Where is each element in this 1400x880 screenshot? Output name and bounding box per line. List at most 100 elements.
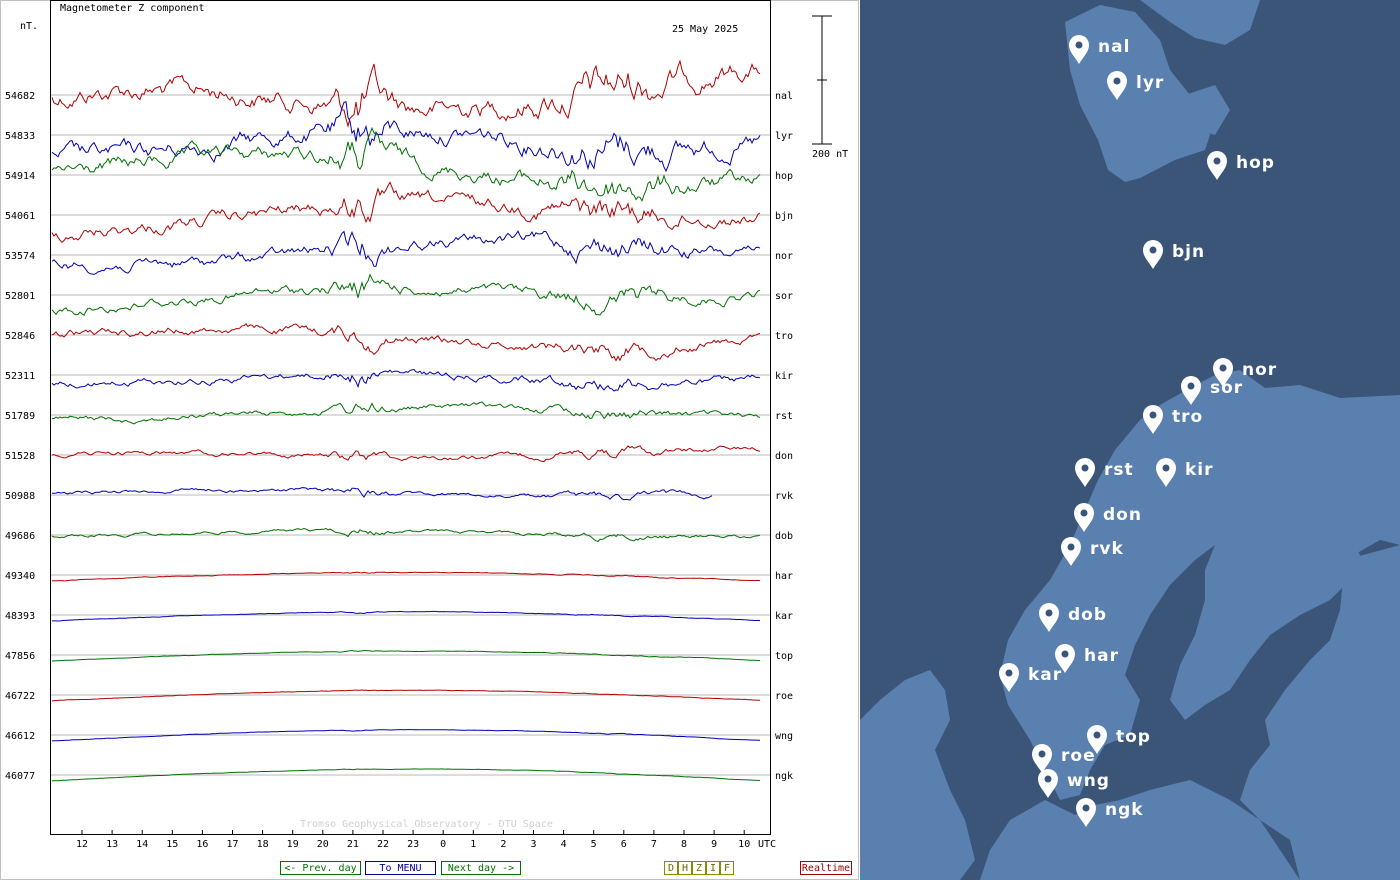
map-marker-rst[interactable]: rst <box>1075 458 1134 487</box>
map-marker-top[interactable]: top <box>1087 725 1151 754</box>
x-tick-label: 9 <box>711 839 717 850</box>
pin-dot <box>1213 157 1221 165</box>
map-label-kar: kar <box>1028 665 1062 685</box>
map-label-ngk: ngk <box>1105 800 1144 820</box>
map-marker-wng[interactable]: wng <box>1038 769 1110 798</box>
station-label-wng: wng <box>775 731 793 742</box>
ireland <box>860 790 890 850</box>
map-marker-sor[interactable]: sor <box>1181 376 1243 405</box>
pin-icon <box>1055 644 1075 673</box>
menu-button[interactable]: To MENU <box>365 861 436 875</box>
x-tick-label: 0 <box>440 839 446 850</box>
map-marker-roe[interactable]: roe <box>1032 744 1096 773</box>
pin-icon <box>1076 798 1096 827</box>
map-marker-kir[interactable]: kir <box>1156 458 1214 487</box>
pin-icon <box>1032 744 1052 773</box>
next-day-button[interactable]: Next day -> <box>441 861 521 875</box>
magnetometer-plot-panel: 54682 54833 54914 54061 53574 52801 52846 52311… <box>0 0 860 880</box>
scale-label: 200 nT <box>812 149 848 160</box>
pin-dot <box>1044 775 1052 783</box>
pin-icon <box>1156 458 1176 487</box>
station-label-hop: hop <box>775 171 793 182</box>
component-z-button[interactable]: Z <box>692 861 706 875</box>
map-marker-hop[interactable]: hop <box>1207 151 1275 180</box>
map-marker-don[interactable]: don <box>1074 503 1142 532</box>
station-label-dob: dob <box>775 531 793 542</box>
map-marker-bjn[interactable]: bjn <box>1143 240 1205 269</box>
x-tick-label: 19 <box>287 839 299 850</box>
pin-icon <box>1075 458 1095 487</box>
station-label-nal: nal <box>775 91 793 102</box>
pin-dot <box>1149 246 1157 254</box>
map-marker-dob[interactable]: dob <box>1039 603 1107 632</box>
trace-kar <box>52 610 761 622</box>
station-label-kir: kir <box>775 371 793 382</box>
baseline-value-kir: 52311 <box>5 371 35 382</box>
station-label-sor: sor <box>775 291 793 302</box>
trace-dob <box>51 527 761 542</box>
pin-dot <box>1075 41 1083 49</box>
station-label-top: top <box>775 651 793 662</box>
x-tick-label: 4 <box>561 839 567 850</box>
trace-sor <box>51 273 761 316</box>
map-marker-kar[interactable]: kar <box>999 663 1062 692</box>
baseline-value-hop: 54914 <box>5 171 35 182</box>
plot-frame <box>50 0 771 835</box>
svalbard-north-east <box>1140 0 1260 45</box>
trace-top <box>52 649 761 662</box>
station-label-lyr: lyr <box>775 131 793 142</box>
map-marker-tro[interactable]: tro <box>1143 405 1203 434</box>
x-tick-label: 10 <box>738 839 750 850</box>
pin-dot <box>1067 543 1075 551</box>
component-i-button[interactable]: I <box>706 861 720 875</box>
trace-ngk <box>51 768 761 782</box>
pin-dot <box>1187 382 1195 390</box>
finland-landmass <box>1170 505 1360 720</box>
baseline-value-dob: 49686 <box>5 531 35 542</box>
prev-day-button[interactable]: <- Prev. day <box>280 861 361 875</box>
map-label-nal: nal <box>1098 37 1130 57</box>
map-marker-ngk[interactable]: ngk <box>1076 798 1144 827</box>
map-label-bjn: bjn <box>1172 242 1205 262</box>
pin-icon <box>1061 537 1081 566</box>
date-label: 25 May 2025 <box>672 24 738 35</box>
pin-icon <box>1207 151 1227 180</box>
map-label-lyr: lyr <box>1136 73 1164 93</box>
pin-dot <box>1038 750 1046 758</box>
station-label-har: har <box>775 571 793 582</box>
map-marker-nal[interactable]: nal <box>1069 35 1130 64</box>
east-landmass <box>1240 545 1400 880</box>
pin-icon <box>999 663 1019 692</box>
y-unit-label: nT. <box>20 21 38 32</box>
map-label-tro: tro <box>1172 407 1203 427</box>
baseline-value-roe: 46722 <box>5 691 35 702</box>
x-axis-ticks: 12 13 14 15 16 17 18 19 20 21 22 23 0 1 2 3 4 5 6 7 8 9 10 UTC <box>76 830 776 850</box>
x-tick-label: 16 <box>196 839 208 850</box>
pin-dot <box>1080 509 1088 517</box>
component-f-button[interactable]: F <box>720 861 734 875</box>
baseline-value-nal: 54682 <box>5 91 35 102</box>
component-d-button[interactable]: D <box>664 861 678 875</box>
station-label-tro: tro <box>775 331 793 342</box>
realtime-button[interactable]: Realtime <box>800 861 852 875</box>
map-marker-har[interactable]: har <box>1055 644 1119 673</box>
baseline-value-nor: 53574 <box>5 251 35 262</box>
trace-har <box>51 571 761 582</box>
traces <box>51 59 761 782</box>
baseline-value-har: 49340 <box>5 571 35 582</box>
x-tick-label: 22 <box>377 839 389 850</box>
trace-roe <box>51 689 760 702</box>
map-marker-lyr[interactable]: lyr <box>1107 71 1164 100</box>
baseline-value-wng: 46612 <box>5 731 35 742</box>
component-h-button[interactable]: H <box>678 861 692 875</box>
x-tick-label: 7 <box>651 839 657 850</box>
pin-dot <box>1093 731 1101 739</box>
map-marker-nor[interactable]: nor <box>1213 358 1277 387</box>
pin-icon <box>1069 35 1089 64</box>
x-tick-label: 14 <box>136 839 148 850</box>
map-marker-rvk[interactable]: rvk <box>1061 537 1124 566</box>
map-label-roe: roe <box>1061 746 1096 766</box>
map-label-hop: hop <box>1236 153 1275 173</box>
station-label-kar: kar <box>775 611 793 622</box>
